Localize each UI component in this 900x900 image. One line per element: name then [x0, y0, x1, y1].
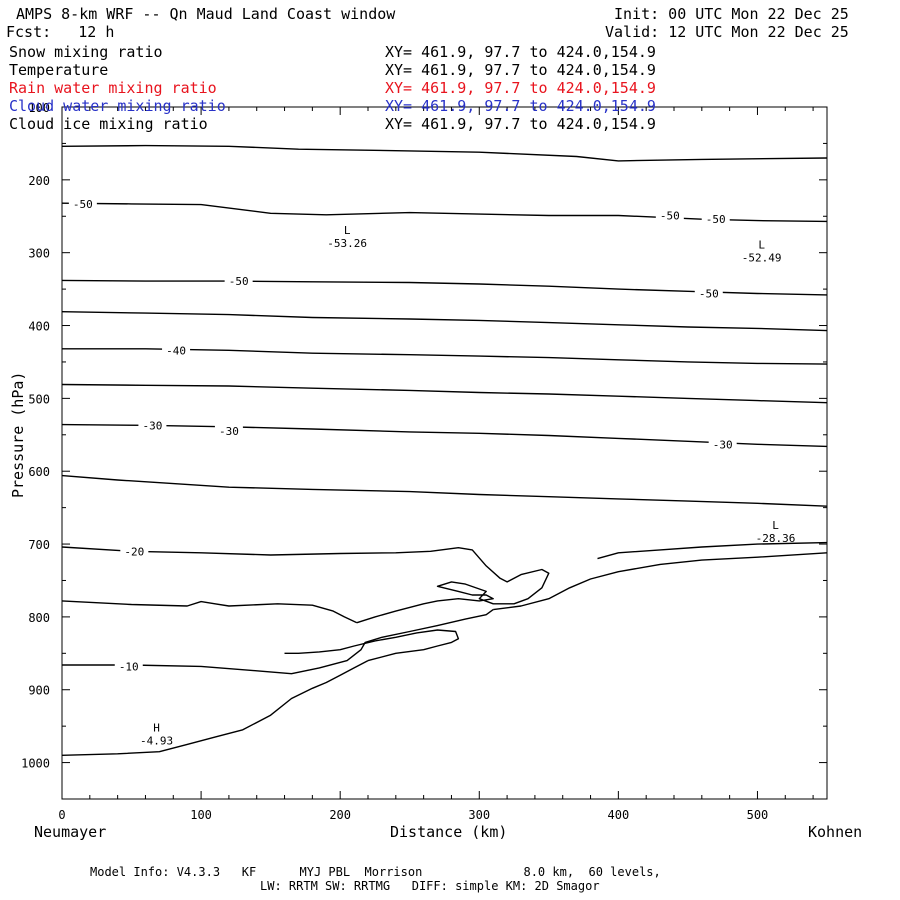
y-axis-label: Pressure (hPa): [9, 371, 27, 498]
isotherm-40-line: [62, 348, 828, 365]
field-xy-range: XY= 461.9, 97.7 to 424.0,154.9: [385, 115, 656, 133]
extremum-kind: L: [758, 238, 765, 251]
isotherm-0-line: [61, 659, 369, 756]
field-name: Cloud ice mixing ratio: [9, 115, 208, 133]
y-tick-label: 400: [28, 320, 50, 334]
extremum-kind: H: [153, 721, 160, 734]
plot-frame: [61, 106, 828, 800]
contour-label-bg: [708, 437, 737, 452]
x-tick-label: 100: [190, 808, 212, 822]
contour-label: -10: [119, 660, 139, 673]
y-tick-label: 200: [28, 174, 50, 188]
field-xy-range: XY= 461.9, 97.7 to 424.0,154.9: [385, 43, 656, 61]
contour-label: -30: [713, 438, 733, 451]
x-tick-label: 300: [468, 808, 490, 822]
contour-label: -30: [219, 425, 239, 438]
isotherm-g-line: [61, 474, 828, 507]
isotherm-a-line: [61, 144, 828, 162]
contour-label-bg: [655, 208, 684, 223]
axis-ticks: 0 100 200 300 400 500 100 200 300 400 500 600 700 800…: [21, 101, 827, 822]
y-tick-label: 800: [28, 611, 50, 625]
contour-label: -30: [142, 419, 162, 432]
field-name: Rain water mixing ratio: [9, 79, 217, 97]
physics-info: LW: RRTM SW: RRTMG DIFF: simple KM: 2D S…: [260, 879, 600, 893]
y-tick-label: 500: [28, 392, 50, 406]
contour-label-bg: [138, 418, 167, 433]
x-axis-label: Distance (km): [390, 823, 508, 841]
contour-label: -50: [229, 275, 249, 288]
isotherm-10-line: [62, 609, 494, 675]
x-tick-label: 400: [608, 808, 630, 822]
forecast-hour: Fcst: 12 h: [6, 23, 115, 41]
x-tick-label: 0: [58, 808, 65, 822]
contour-label-bg: [224, 274, 253, 289]
isotherm-20b-line: [61, 600, 358, 624]
contour-label-bg: [701, 212, 730, 227]
field-xy-range: XY= 461.9, 97.7 to 424.0,154.9: [385, 97, 656, 115]
contour-label-bg: [694, 286, 723, 301]
y-tick-label: 100: [28, 101, 50, 115]
y-tick-label: 600: [28, 465, 50, 479]
valid-time: Valid: 12 UTC Mon 22 Dec 25: [605, 23, 849, 41]
isotherm-c-line: [61, 311, 828, 332]
contour-label: -50: [706, 213, 726, 226]
contour-label: -20: [124, 545, 144, 558]
extremum-value: -52.49: [742, 251, 782, 264]
extremum-kind: L: [772, 519, 779, 532]
contour-label: -50: [73, 198, 93, 211]
extremum-value: -4.93: [140, 734, 173, 747]
model-info: Model Info: V4.3.3 KF MYJ PBL Morrison 8…: [90, 865, 661, 879]
isotherm-10b-line: [493, 552, 828, 611]
contour-label-bg: [162, 343, 191, 358]
contour-label-bg: [114, 659, 143, 674]
extremum-kind: L: [344, 224, 351, 237]
chart-title: AMPS 8-km WRF -- Qn Maud Land Coast wind…: [16, 5, 396, 23]
contour-labels: -50-50 -50-50-50-40-30 -30-30-20-10L-53.26…: [68, 196, 796, 747]
y-tick-label: 300: [28, 247, 50, 261]
y-tick-label: 1000: [21, 757, 50, 771]
contour-label: -40: [166, 344, 186, 357]
extremum-value: -53.26: [327, 237, 367, 250]
field-name: Snow mixing ratio: [9, 43, 163, 61]
init-time: Init: 00 UTC Mon 22 Dec 25: [614, 5, 849, 23]
contour-label-bg: [120, 544, 149, 559]
x-tick-label: 500: [747, 808, 769, 822]
field-xy-range: XY= 461.9, 97.7 to 424.0,154.9: [385, 79, 656, 97]
field-xy-range: XY= 461.9, 97.7 to 424.0,154.9: [385, 61, 656, 79]
contour-label-bg: [214, 424, 243, 439]
isotherm-20-line: [61, 546, 550, 624]
field-name: Cloud water mixing ratio: [9, 97, 226, 115]
x-end-label-right: Kohnen: [808, 823, 863, 841]
y-tick-label: 900: [28, 684, 50, 698]
x-end-label-left: Neumayer: [34, 823, 107, 841]
contour-label: -50: [660, 210, 680, 223]
contour-label: -50: [699, 287, 719, 300]
y-tick-label: 700: [28, 538, 50, 552]
field-name: Temperature: [9, 61, 109, 79]
isotherm-e-line: [61, 383, 828, 404]
ridge-upper-line: [597, 541, 828, 560]
isotherm-0b-line: [284, 629, 460, 662]
contour-label-bg: [68, 196, 97, 211]
extremum-value: -28.36: [756, 532, 796, 545]
x-tick-label: 200: [329, 808, 351, 822]
